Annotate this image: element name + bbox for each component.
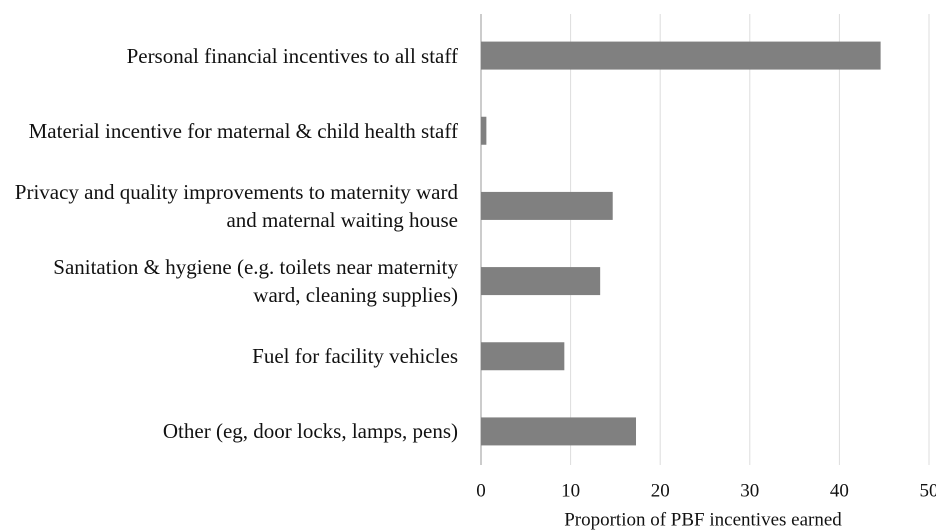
x-tick-label: 0 [476, 480, 486, 501]
bar [481, 116, 487, 145]
y-tick-label: Sanitation & hygiene (e.g. toilets near … [53, 255, 458, 308]
x-tick-label: 40 [830, 480, 849, 501]
bar [481, 191, 613, 220]
bar [481, 342, 565, 371]
x-axis-label: Proportion of PBF incentives earned [564, 509, 842, 530]
y-tick-label: Privacy and quality improvements to mate… [14, 179, 458, 232]
bar [481, 41, 881, 70]
x-tick-label: 50 [920, 480, 936, 501]
x-tick-label: 30 [740, 480, 759, 501]
y-tick-label: Other (eg, door locks, lamps, pens) [162, 419, 458, 444]
y-tick-label: Personal financial incentives to all sta… [126, 43, 458, 68]
bar [481, 267, 601, 296]
x-tick-label: 20 [651, 480, 670, 501]
y-tick-label: Fuel for facility vehicles [252, 344, 458, 369]
y-tick-label: Material incentive for maternal & child … [28, 118, 458, 143]
bar [481, 417, 637, 446]
x-tick-label: 10 [561, 480, 580, 501]
